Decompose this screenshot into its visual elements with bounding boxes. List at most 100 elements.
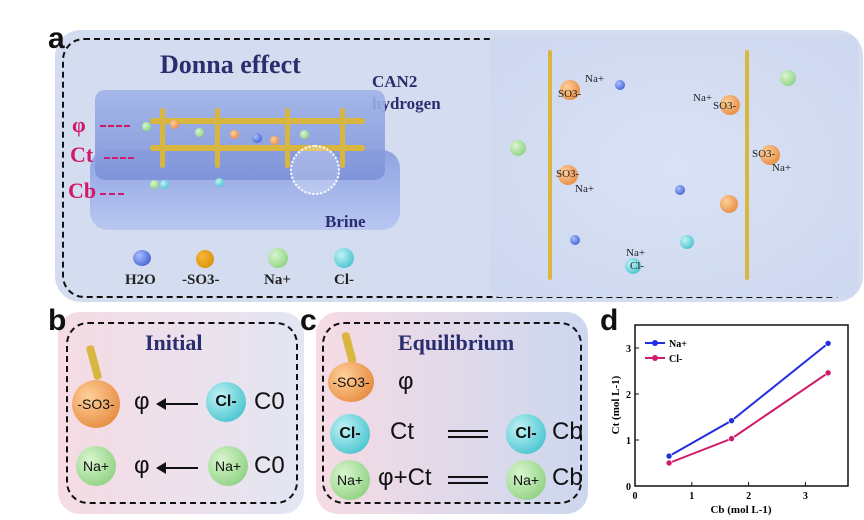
na-ion [142,122,151,131]
ct-arrow [104,157,134,159]
left-arrow [156,462,198,474]
na-ion [780,70,796,86]
panel-label-b: b [48,304,67,337]
legend-cl: Cl- [334,272,354,288]
cb-text: Cb [552,418,583,445]
na-ion [195,128,204,137]
inset-ion: SO3- [558,88,582,100]
phi-label: φ [72,112,86,137]
y-tick-label: 2 [626,390,631,401]
inset-ion: SO3- [556,168,580,180]
data-point [665,459,673,467]
polymer-chain [215,108,220,168]
so3-group [720,95,740,115]
so3-group [560,80,580,100]
na-ion: Na+ [76,446,116,486]
na-ion [150,180,159,189]
cl-ion [215,178,224,187]
so3-group [230,130,239,139]
data-point [665,452,673,460]
polymer-chain [340,108,345,168]
so3-group [558,165,578,185]
cl-ion [625,258,641,274]
water-molecule [252,133,262,143]
na-ion: Na+ [208,446,248,486]
ct-text: Ct [390,418,414,445]
inset-ion: Na+ [693,92,713,104]
phi-arrow [100,125,130,127]
x-tick-label: 1 [689,491,694,502]
phi-text: φ [134,388,150,415]
x-axis-label: Cb (mol L-1) [710,504,771,516]
legend-label: Cl- [669,354,682,365]
legend-so3: -SO3- [182,272,220,288]
na-ion: Na+ [506,460,546,500]
panel-label-a: a [48,22,65,55]
c0-text: C0 [254,388,285,415]
phi-text: φ [398,368,414,395]
magnifier-circle [290,145,340,195]
y-tick-label: 0 [626,482,631,493]
polymer-chain [150,118,365,124]
x-tick-label: 3 [803,491,808,502]
cb-label: Cb [68,178,97,203]
material-label-2: hydrogen [372,94,441,113]
series-line-1 [668,372,829,464]
so3-group [760,145,780,165]
legend-label: Na+ [669,339,687,350]
polymer-chain [150,145,365,151]
polymer-chain [745,50,749,280]
inset-ion: Na+ [772,162,792,174]
so3-group [170,120,179,129]
na-ion [300,130,309,139]
c0-text: C0 [254,452,285,479]
legend-marker [652,340,658,346]
water-icon [133,250,151,266]
panel-label-d: d [600,304,619,337]
water-molecule [675,185,685,195]
cb-text: Cb [552,464,583,491]
data-point [728,417,735,424]
x-tick-label: 2 [746,491,751,502]
inset-ion: Na+ [575,183,595,195]
plot-frame [634,324,849,487]
na-ion: Na+ [330,460,370,500]
so3-group [720,195,738,213]
cl-ion [680,235,694,249]
left-arrow [156,398,198,410]
x-tick-label: 0 [633,491,638,502]
so3-icon [196,250,214,268]
cb-arrow [100,193,124,195]
water-molecule [570,235,580,245]
y-tick-label: 1 [626,436,631,447]
inset-ion: Na+ [626,247,646,259]
inset-ion: SO3- [752,148,776,160]
polymer-chain [548,50,552,280]
series-line-0 [668,342,829,457]
brine-label: Brine [325,212,366,231]
cl-icon [334,248,354,268]
water-molecule [615,80,625,90]
so3-ion: -SO3- [72,380,120,428]
equilibrium-arrow [448,428,488,440]
panel-c-title: Equilibrium [398,330,515,355]
phi-text: φ [134,452,150,479]
cl-ion: Cl- [330,414,370,454]
panel-b-border [66,322,298,504]
legend-na: Na+ [264,272,291,288]
equilibrium-arrow [448,474,488,486]
data-point [728,435,735,442]
data-point [824,369,832,377]
so3-group [270,136,279,145]
na-ion [510,140,526,156]
y-axis-label: Ct (mol L-1) [610,375,622,434]
cl-ion: Cl- [506,414,546,454]
panel-c-border [322,322,582,504]
inset-ion: SO3- [713,100,737,112]
y-tick-label: 3 [626,344,631,355]
inset-ion: Na+ [585,73,605,85]
ct-label: Ct [70,142,94,167]
panel-a-title: Donna effect [160,50,301,79]
so3-ion: -SO3- [328,362,374,402]
